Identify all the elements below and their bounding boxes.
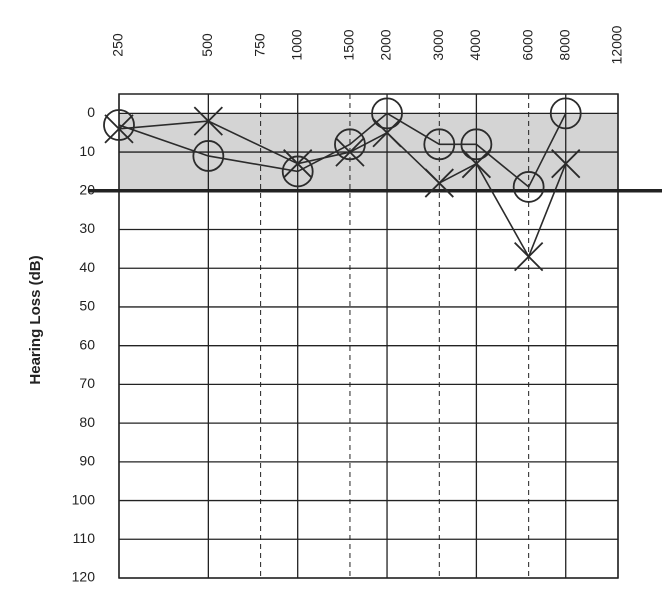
y-tick-label: 110: [73, 530, 96, 546]
x-tick-label: 750: [251, 33, 267, 57]
marker-x: [461, 149, 492, 179]
x-tick-label: 1000: [288, 29, 304, 60]
marker-x: [551, 149, 581, 179]
marker-circle: [281, 155, 314, 188]
y-tick-label: 80: [79, 414, 95, 430]
x-tick-label: 12000: [609, 25, 625, 64]
series-line: [118, 112, 567, 189]
y-axis-label: Hearing Loss (dB): [27, 255, 44, 384]
marker-x: [372, 118, 402, 148]
x-tick-label: 4000: [467, 29, 483, 60]
marker-x: [335, 137, 365, 167]
x-tick-label: 8000: [556, 29, 572, 60]
marker-x: [283, 149, 313, 179]
y-tick-label: 100: [72, 491, 96, 507]
x-tick-label: 3000: [430, 29, 446, 60]
x-tick-label: 500: [199, 33, 215, 57]
marker-x: [514, 241, 544, 272]
marker-x: [424, 168, 454, 198]
marker-circle: [103, 109, 135, 141]
y-tick-label: 60: [79, 336, 95, 352]
y-tick-label: 70: [79, 375, 95, 391]
y-tick-label: 40: [79, 259, 95, 275]
x-tick-label: 2000: [378, 29, 394, 60]
marker-circle: [512, 171, 545, 203]
marker-circle: [549, 97, 582, 130]
marker-x: [104, 114, 134, 144]
marker-circle: [460, 128, 493, 161]
x-tick-label: 1500: [341, 29, 357, 60]
marker-circle: [371, 97, 403, 130]
marker-x: [193, 106, 223, 136]
y-tick-label: 50: [79, 298, 95, 314]
x-tick-label: 250: [110, 33, 126, 57]
plot-frame: [118, 93, 619, 579]
marker-circle: [192, 140, 225, 172]
y-tick-label: 90: [79, 453, 95, 469]
y-tick-label: 30: [79, 220, 95, 236]
y-tick-label: 10: [79, 143, 95, 159]
y-tick-label: 20: [79, 182, 95, 198]
marker-circle: [423, 128, 456, 161]
y-tick-label: 120: [72, 569, 96, 585]
x-tick-label: 6000: [519, 29, 535, 60]
y-tick-label: 0: [87, 104, 95, 120]
